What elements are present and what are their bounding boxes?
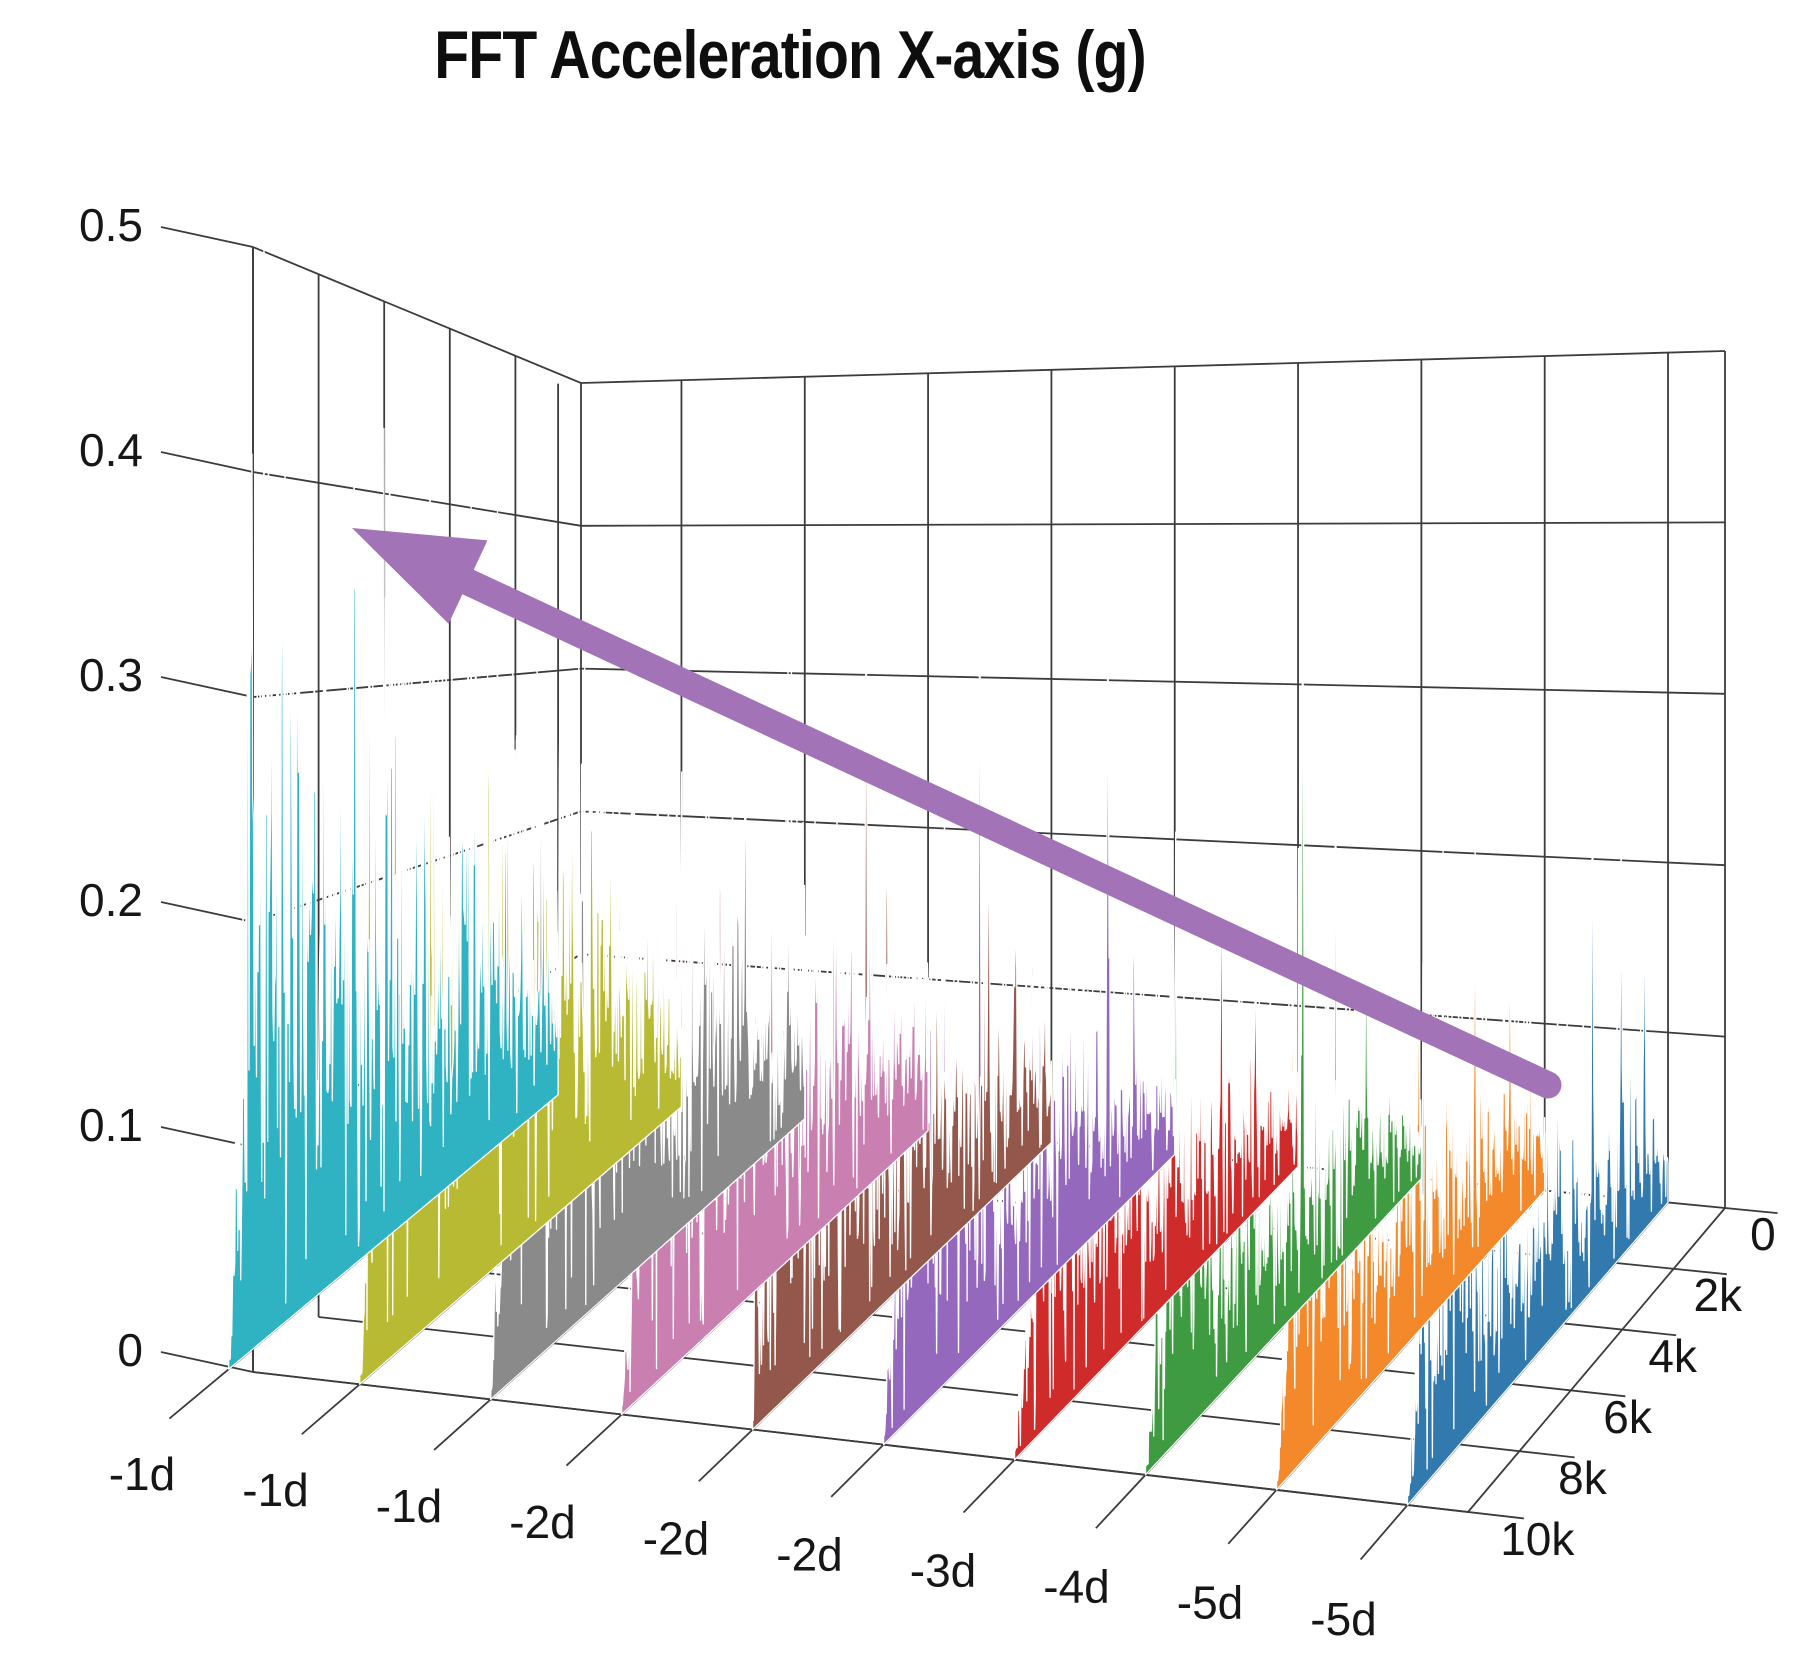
axis-tick-label: 4k <box>1648 1330 1698 1382</box>
axis-tick-label: -3d <box>910 1545 976 1597</box>
axis-tick-label: -5d <box>1177 1577 1243 1629</box>
axis-tick-label: 0 <box>117 1324 143 1376</box>
axis-tick-label: 0.4 <box>79 424 143 476</box>
axis-tick-label: -2d <box>643 1512 709 1564</box>
axis-tick-label: -2d <box>776 1528 842 1580</box>
axis-tick-label: -1d <box>109 1448 175 1500</box>
frequency-axis-labels: 02k 4k 6k 8k 10k <box>1500 1208 1775 1565</box>
axis-tick-label: -1d <box>242 1464 308 1516</box>
trend-arrow <box>352 528 1562 1099</box>
fft-trace-0--1d <box>228 140 559 1370</box>
axis-tick-label: 10k <box>1500 1513 1575 1565</box>
fft-traces <box>228 140 1669 1506</box>
axis-tick-label: -1d <box>376 1480 442 1532</box>
time-axis-labels: -1d -1d -1d -2d -2d -2d -3d -4d -5d -5d <box>109 1448 1377 1645</box>
axis-tick-label: 0 <box>1750 1208 1776 1260</box>
axis-tick-label: 0.5 <box>79 199 143 251</box>
axis-tick-label: 0.1 <box>79 1099 143 1151</box>
axis-tick-label: -4d <box>1043 1561 1109 1613</box>
axis-tick-label: -5d <box>1310 1593 1376 1645</box>
axis-tick-label: 0.2 <box>79 874 143 926</box>
axis-tick-label: 2k <box>1693 1269 1743 1321</box>
axis-tick-label: -2d <box>509 1496 575 1548</box>
axis-tick-label: 0.3 <box>79 649 143 701</box>
axis-tick-label: 6k <box>1603 1391 1653 1443</box>
chart-title: FFT Acceleration X-axis (g) <box>434 17 1146 93</box>
axis-tick-label: 8k <box>1558 1452 1608 1504</box>
amplitude-axis-labels: 0 0.1 0.2 0.3 0.4 0.5 <box>79 199 254 1376</box>
